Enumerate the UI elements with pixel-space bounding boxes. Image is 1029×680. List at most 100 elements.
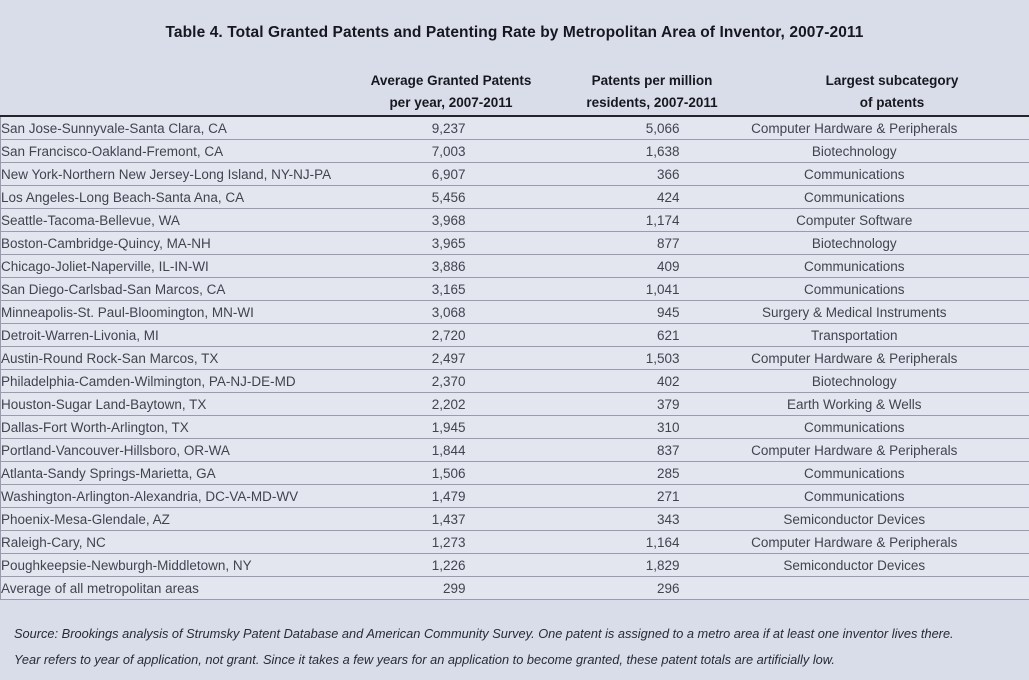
- patents-per-million-cell: 366: [465, 162, 680, 186]
- avg-patents-cell: 1,226: [335, 553, 466, 577]
- avg-patents-cell: 3,068: [335, 300, 466, 324]
- largest-subcategory-cell: Transportation: [679, 323, 1029, 347]
- table-row: Poughkeepsie-Newburgh-Middletown, NY 1,2…: [0, 553, 1029, 577]
- patents-per-million-cell: 296: [465, 576, 680, 600]
- source-note-line: Source: Brookings analysis of Strumsky P…: [14, 626, 954, 641]
- largest-subcategory-cell: Computer Software: [679, 208, 1029, 232]
- largest-subcategory-cell: Communications: [679, 277, 1029, 301]
- table-row: Average of all metropolitan areas 299 29…: [0, 576, 1029, 600]
- metro-area-cell: Chicago-Joliet-Naperville, IL-IN-WI: [0, 254, 336, 278]
- largest-subcategory-cell: Semiconductor Devices: [679, 507, 1029, 531]
- avg-patents-cell: 1,479: [335, 484, 466, 508]
- metro-area-cell: Raleigh-Cary, NC: [0, 530, 336, 554]
- patents-per-million-cell: 1,829: [465, 553, 680, 577]
- patents-per-million-cell: 1,503: [465, 346, 680, 370]
- patents-per-million-cell: 285: [465, 461, 680, 485]
- avg-patents-cell: 2,370: [335, 369, 466, 393]
- metro-area-cell: Washington-Arlington-Alexandria, DC-VA-M…: [0, 484, 336, 508]
- largest-subcategory-cell: Semiconductor Devices: [679, 553, 1029, 577]
- largest-subcategory-cell: Biotechnology: [679, 369, 1029, 393]
- largest-subcategory-cell: Earth Working & Wells: [679, 392, 1029, 416]
- avg-patents-cell: 1,437: [335, 507, 466, 531]
- column-header-line: per year, 2007-2011: [389, 95, 513, 110]
- table-row: Dallas-Fort Worth-Arlington, TX 1,945 31…: [0, 415, 1029, 439]
- metro-area-cell: Average of all metropolitan areas: [0, 576, 336, 600]
- metro-area-cell: Phoenix-Mesa-Glendale, AZ: [0, 507, 336, 531]
- largest-subcategory-cell: Computer Hardware & Peripherals: [679, 438, 1029, 462]
- patents-per-million-cell: 379: [465, 392, 680, 416]
- metro-area-cell: Portland-Vancouver-Hillsboro, OR-WA: [0, 438, 336, 462]
- metro-area-cell: Austin-Round Rock-San Marcos, TX: [0, 346, 336, 370]
- column-header-line: of patents: [859, 95, 925, 110]
- table-row: Chicago-Joliet-Naperville, IL-IN-WI 3,88…: [0, 254, 1029, 278]
- avg-patents-cell: 9,237: [335, 116, 466, 140]
- patents-per-million-cell: 877: [465, 231, 680, 255]
- table-row: Los Angeles-Long Beach-Santa Ana, CA 5,4…: [0, 185, 1029, 209]
- patents-per-million-cell: 271: [465, 484, 680, 508]
- largest-subcategory-cell: Biotechnology: [679, 139, 1029, 163]
- source-note: Source: Brookings analysis of Strumsky P…: [14, 626, 1019, 678]
- column-header-line: Average Granted Patents: [370, 73, 532, 88]
- largest-subcategory-cell: Communications: [679, 415, 1029, 439]
- table-row: Raleigh-Cary, NC 1,273 1,164 Computer Ha…: [0, 530, 1029, 554]
- column-header-patents-per-million: Patents per million residents, 2007-2011: [532, 70, 772, 114]
- table-row: Boston-Cambridge-Quincy, MA-NH 3,965 877…: [0, 231, 1029, 255]
- largest-subcategory-cell: Communications: [679, 162, 1029, 186]
- avg-patents-cell: 1,273: [335, 530, 466, 554]
- avg-patents-cell: 2,202: [335, 392, 466, 416]
- column-header-largest-subcategory: Largest subcategory of patents: [762, 70, 1022, 114]
- table-row: Minneapolis-St. Paul-Bloomington, MN-WI …: [0, 300, 1029, 324]
- column-header-line: residents, 2007-2011: [586, 95, 718, 110]
- largest-subcategory-cell: Computer Hardware & Peripherals: [679, 530, 1029, 554]
- avg-patents-cell: 2,720: [335, 323, 466, 347]
- metro-area-cell: Houston-Sugar Land-Baytown, TX: [0, 392, 336, 416]
- patents-per-million-cell: 621: [465, 323, 680, 347]
- table-row: Portland-Vancouver-Hillsboro, OR-WA 1,84…: [0, 438, 1029, 462]
- metro-area-cell: San Francisco-Oakland-Fremont, CA: [0, 139, 336, 163]
- table-row: Houston-Sugar Land-Baytown, TX 2,202 379…: [0, 392, 1029, 416]
- metro-area-cell: New York-Northern New Jersey-Long Island…: [0, 162, 336, 186]
- largest-subcategory-cell: Surgery & Medical Instruments: [679, 300, 1029, 324]
- metro-area-cell: Detroit-Warren-Livonia, MI: [0, 323, 336, 347]
- patents-per-million-cell: 402: [465, 369, 680, 393]
- avg-patents-cell: 3,965: [335, 231, 466, 255]
- largest-subcategory-cell: Computer Hardware & Peripherals: [679, 346, 1029, 370]
- patents-per-million-cell: 1,164: [465, 530, 680, 554]
- patents-per-million-cell: 409: [465, 254, 680, 278]
- avg-patents-cell: 299: [335, 576, 466, 600]
- patents-per-million-cell: 1,638: [465, 139, 680, 163]
- table-row: Phoenix-Mesa-Glendale, AZ 1,437 343 Semi…: [0, 507, 1029, 531]
- metro-area-cell: Poughkeepsie-Newburgh-Middletown, NY: [0, 553, 336, 577]
- avg-patents-cell: 6,907: [335, 162, 466, 186]
- table-row: New York-Northern New Jersey-Long Island…: [0, 162, 1029, 186]
- table-row: San Jose-Sunnyvale-Santa Clara, CA 9,237…: [0, 116, 1029, 140]
- avg-patents-cell: 1,506: [335, 461, 466, 485]
- patents-per-million-cell: 310: [465, 415, 680, 439]
- table-row: Philadelphia-Camden-Wilmington, PA-NJ-DE…: [0, 369, 1029, 393]
- metro-area-cell: Los Angeles-Long Beach-Santa Ana, CA: [0, 185, 336, 209]
- avg-patents-cell: 3,968: [335, 208, 466, 232]
- table-row: San Francisco-Oakland-Fremont, CA 7,003 …: [0, 139, 1029, 163]
- metro-area-cell: Boston-Cambridge-Quincy, MA-NH: [0, 231, 336, 255]
- table-body: San Jose-Sunnyvale-Santa Clara, CA 9,237…: [0, 116, 1029, 600]
- avg-patents-cell: 3,165: [335, 277, 466, 301]
- largest-subcategory-cell: Biotechnology: [679, 231, 1029, 255]
- table-title: Table 4. Total Granted Patents and Paten…: [165, 24, 864, 41]
- avg-patents-cell: 5,456: [335, 185, 466, 209]
- table-row: San Diego-Carlsbad-San Marcos, CA 3,165 …: [0, 277, 1029, 301]
- patents-per-million-cell: 5,066: [465, 116, 680, 140]
- metro-area-cell: Dallas-Fort Worth-Arlington, TX: [0, 415, 336, 439]
- largest-subcategory-cell: Communications: [679, 254, 1029, 278]
- metro-area-cell: Seattle-Tacoma-Bellevue, WA: [0, 208, 336, 232]
- metro-area-cell: Philadelphia-Camden-Wilmington, PA-NJ-DE…: [0, 369, 336, 393]
- largest-subcategory-cell: Communications: [679, 461, 1029, 485]
- patents-per-million-cell: 343: [465, 507, 680, 531]
- largest-subcategory-cell: Communications: [679, 484, 1029, 508]
- metro-area-cell: San Jose-Sunnyvale-Santa Clara, CA: [0, 116, 336, 140]
- avg-patents-cell: 3,886: [335, 254, 466, 278]
- column-header-average-patents: Average Granted Patents per year, 2007-2…: [321, 70, 581, 114]
- metro-area-cell: Minneapolis-St. Paul-Bloomington, MN-WI: [0, 300, 336, 324]
- patents-per-million-cell: 1,041: [465, 277, 680, 301]
- largest-subcategory-cell: Computer Hardware & Peripherals: [679, 116, 1029, 140]
